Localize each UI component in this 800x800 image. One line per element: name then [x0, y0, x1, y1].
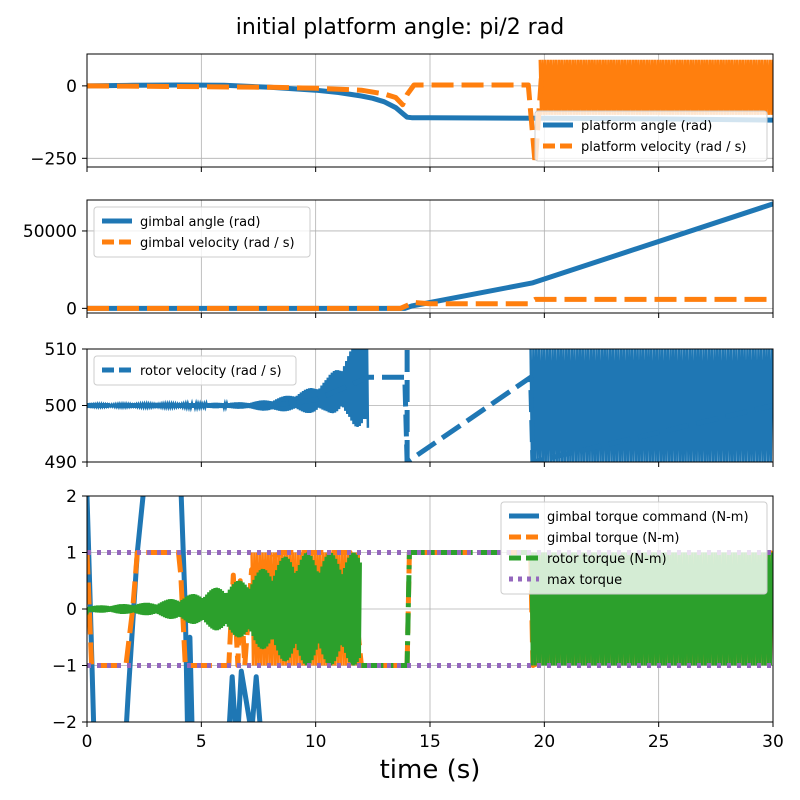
- legend-label: rotor velocity (rad / s): [140, 364, 282, 379]
- y-tick-label: 0: [66, 600, 77, 620]
- y-tick-label: 0: [66, 77, 77, 97]
- series-line: [87, 550, 773, 668]
- legend-label: gimbal torque (N-m): [547, 531, 680, 546]
- y-tick-label: 2: [66, 487, 77, 507]
- series-line: [87, 374, 773, 462]
- x-tick-label: 10: [305, 732, 327, 752]
- legend-label: platform velocity (rad / s): [581, 140, 746, 155]
- subplot-3: 490 500 510 rotor velocity (rad / s): [45, 340, 774, 473]
- legend-label: gimbal torque command (N-m): [547, 510, 749, 525]
- subplot-4: 0 5 10 15 20 25 30 −2 −1 0 1 2 gimbal torque command…: [52, 487, 784, 752]
- legend: rotor velocity (rad / s): [93, 355, 297, 386]
- x-tick-label: 5: [196, 732, 207, 752]
- series-line: [87, 496, 263, 722]
- series-line: [87, 296, 773, 311]
- legend-label: platform angle (rad): [581, 119, 712, 134]
- legend-label: rotor torque (N-m): [547, 552, 667, 567]
- series-rotor-velocity: [87, 349, 773, 462]
- x-tick-label: 25: [648, 732, 670, 752]
- series-oscillation: [87, 552, 362, 666]
- y-tick-label: 490: [45, 453, 77, 473]
- y-tick-label: −2: [52, 713, 77, 733]
- subplot-2: 0 50000 gimbal angle (rad) gimbal velocity …: [23, 199, 774, 319]
- legend: gimbal torque command (N-m) gimbal torque…: [500, 501, 768, 595]
- y-tick-label: 510: [45, 340, 77, 360]
- series-band: [538, 59, 773, 115]
- legend: gimbal angle (rad) gimbal velocity (rad /…: [93, 206, 311, 258]
- legend-label: max torque: [547, 573, 622, 588]
- x-tick-label: 30: [762, 732, 784, 752]
- figure-title: initial platform angle: pi/2 rad: [236, 15, 564, 40]
- legend-box: [534, 110, 768, 162]
- series-line: [87, 68, 545, 167]
- y-tick-label: 50000: [23, 222, 77, 242]
- legend-label: gimbal angle (rad): [140, 215, 260, 230]
- series-band: [529, 349, 773, 462]
- x-tick-label: 20: [534, 732, 556, 752]
- series-gimbal-torque: [87, 496, 263, 722]
- y-tick-label: 500: [45, 397, 77, 417]
- plot-area: [87, 349, 773, 462]
- legend-box: [93, 206, 311, 258]
- legend-box: [500, 501, 768, 595]
- x-tick-label: 0: [82, 732, 93, 752]
- y-tick-label: −250: [30, 149, 77, 169]
- plot-area: [87, 201, 773, 311]
- y-tick-label: 1: [66, 544, 77, 564]
- legend-box: [93, 355, 297, 386]
- legend: platform angle (rad) platform velocity (r…: [534, 110, 768, 162]
- legend-label: gimbal velocity (rad / s): [140, 236, 295, 251]
- series-gimbal-velocity: [87, 296, 773, 311]
- x-tick-label: 15: [419, 732, 441, 752]
- y-tick-label: 0: [66, 299, 77, 319]
- x-axis-label: time (s): [380, 755, 481, 785]
- y-tick-label: −1: [52, 657, 77, 677]
- subplot-1: 0 −250 platform angle (rad) platform veloci…: [30, 53, 774, 172]
